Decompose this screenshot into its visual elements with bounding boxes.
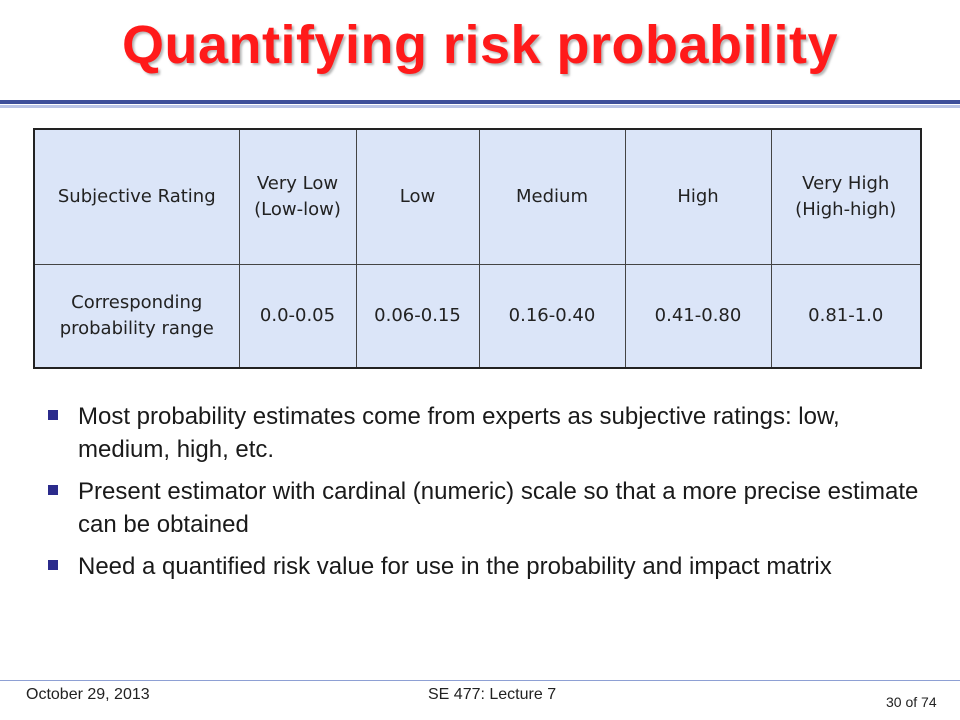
table-cell: 0.06-0.15: [355, 264, 480, 369]
bullet-item: Present estimator with cardinal (numeric…: [48, 475, 928, 541]
footer-date: October 29, 2013: [26, 686, 150, 703]
risk-probability-table: Subjective Rating Very Low (Low-low) Low…: [33, 128, 922, 369]
table-cell: 0.0-0.05: [238, 264, 357, 369]
bullet-list: Most probability estimates come from exp…: [48, 400, 928, 592]
table-cell: 0.81-1.0: [770, 264, 922, 369]
bullet-item: Need a quantified risk value for use in …: [48, 550, 928, 583]
table-row: Corresponding probability range 0.0-0.05…: [33, 264, 922, 369]
page-number: 30 of 74: [886, 694, 937, 710]
table-cell: 0.41-0.80: [624, 264, 772, 369]
table-cell: 0.16-0.40: [478, 264, 626, 369]
footer-course: SE 477: Lecture 7: [428, 686, 557, 703]
row-header-probability-range: Corresponding probability range: [33, 264, 240, 369]
slide-title: Quantifying risk probability: [121, 15, 839, 75]
title-divider-accent: [0, 105, 960, 108]
table-cell: High: [624, 128, 772, 265]
table-cell: Medium: [478, 128, 626, 265]
table-cell: Low: [355, 128, 480, 265]
bullet-item: Most probability estimates come from exp…: [48, 400, 928, 466]
title-divider: [0, 100, 960, 104]
table-cell: Very High (High-high): [770, 128, 922, 265]
bullet-text: Present estimator with cardinal (numeric…: [78, 478, 919, 538]
table-row: Subjective Rating Very Low (Low-low) Low…: [33, 128, 922, 265]
square-bullet-icon: [48, 485, 58, 495]
bullet-text: Need a quantified risk value for use in …: [78, 553, 832, 580]
row-header-subjective-rating: Subjective Rating: [33, 128, 240, 265]
bullet-text: Most probability estimates come from exp…: [78, 403, 840, 463]
square-bullet-icon: [48, 560, 58, 570]
table-cell: Very Low (Low-low): [238, 128, 357, 265]
footer-divider: [0, 680, 960, 681]
square-bullet-icon: [48, 410, 58, 420]
